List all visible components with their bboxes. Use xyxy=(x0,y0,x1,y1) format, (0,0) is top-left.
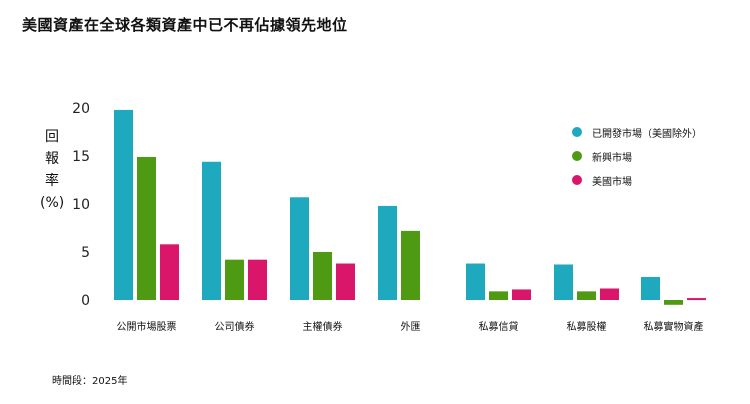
x-tick-label: 私募股權 xyxy=(567,320,607,333)
bar xyxy=(664,300,683,305)
y-tick-label: 0 xyxy=(81,293,90,309)
bar xyxy=(202,161,221,300)
legend-swatch-us xyxy=(572,175,582,185)
bar xyxy=(114,109,133,300)
footnote: 時間段：2025年 xyxy=(52,372,127,387)
y-axis-label-line: 回 xyxy=(45,129,59,145)
bar xyxy=(512,289,531,300)
bar xyxy=(160,244,179,300)
legend-item-us: 美國市場 xyxy=(572,168,702,192)
bar xyxy=(600,288,619,300)
y-axis-label-line: (%) xyxy=(40,195,65,211)
legend-swatch-developed xyxy=(572,127,582,137)
bar xyxy=(401,230,420,300)
legend-item-emerging: 新興市場 xyxy=(572,144,702,168)
y-axis-label-line: 報 xyxy=(45,151,59,167)
legend-label: 美國市場 xyxy=(592,176,632,188)
bar xyxy=(489,291,508,300)
bar xyxy=(378,205,397,300)
bar xyxy=(687,298,706,301)
legend-swatch-emerging xyxy=(572,151,582,161)
bar xyxy=(225,259,244,300)
y-tick-label: 15 xyxy=(72,149,90,165)
footnote-text: 時間段：2025年 xyxy=(52,376,128,387)
bar xyxy=(466,263,485,300)
y-axis-label-line: 率 xyxy=(45,173,59,189)
bar xyxy=(248,259,267,300)
chart-title: 美國資產在全球各類資產中已不再佔據領先地位 xyxy=(22,16,348,34)
x-tick-label: 外匯 xyxy=(401,321,421,333)
bar xyxy=(290,197,309,300)
x-tick-label: 公司債券 xyxy=(215,320,255,333)
x-tick-label: 私募實物資產 xyxy=(644,320,704,333)
x-tick-label: 主權債券 xyxy=(303,320,343,333)
x-tick-label: 私募信貸 xyxy=(479,320,519,333)
legend-label: 新興市場 xyxy=(592,152,632,164)
y-tick-label: 20 xyxy=(72,101,90,117)
bar xyxy=(577,291,596,300)
legend: 已開發市場（美國除外） 新興市場 美國市場 xyxy=(572,120,702,192)
bar xyxy=(641,276,660,300)
y-tick-label: 5 xyxy=(81,245,90,261)
y-tick-label: 10 xyxy=(72,197,90,213)
bar xyxy=(336,263,355,300)
x-tick-label: 公開市場股票 xyxy=(117,320,177,333)
legend-label: 已開發市場（美國除外） xyxy=(592,128,702,140)
y-axis-label: 回 報 率 (%) xyxy=(40,126,64,214)
bar xyxy=(554,264,573,300)
bar xyxy=(137,156,156,300)
legend-item-developed: 已開發市場（美國除外） xyxy=(572,120,702,144)
bar xyxy=(313,252,332,300)
